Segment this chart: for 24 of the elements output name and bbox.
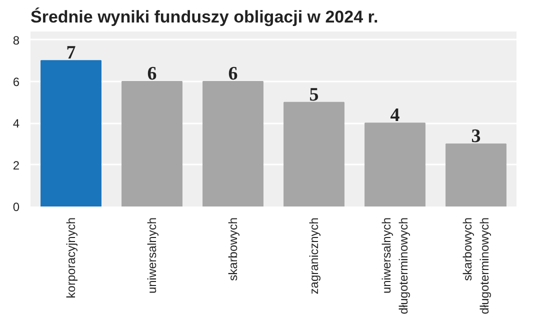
bar <box>446 144 506 206</box>
bar <box>364 122 426 206</box>
data-label: 6 <box>228 64 238 84</box>
data-label: 6 <box>147 64 157 84</box>
y-tick-label: 4 <box>12 116 20 131</box>
bar <box>202 81 264 206</box>
bar <box>284 102 344 206</box>
y-tick-label: 6 <box>12 75 20 89</box>
y-tick-label: 8 <box>12 33 20 48</box>
bar <box>122 81 182 206</box>
x-tick-label: skarbowych <box>226 218 240 281</box>
chart-title: Średnie wyniki funduszy obligacji w 2024 r. <box>30 6 378 26</box>
data-label: 7 <box>66 42 76 64</box>
y-tick-label: 2 <box>12 158 20 172</box>
x-tick-label: korporacyjnych <box>64 218 78 298</box>
y-tick-label: 0 <box>12 200 20 214</box>
data-label: 3 <box>471 126 481 147</box>
data-label: 4 <box>390 105 400 126</box>
x-tick-label: uniwersalnych <box>145 217 159 294</box>
x-tick-label: skarbowych długoterminowych <box>460 217 492 314</box>
bar <box>40 60 102 206</box>
x-tick-label: uniwersalnych długoterminowych <box>380 217 410 314</box>
x-tick-label: zagranicznych <box>307 217 321 294</box>
data-label: 5 <box>309 84 319 106</box>
